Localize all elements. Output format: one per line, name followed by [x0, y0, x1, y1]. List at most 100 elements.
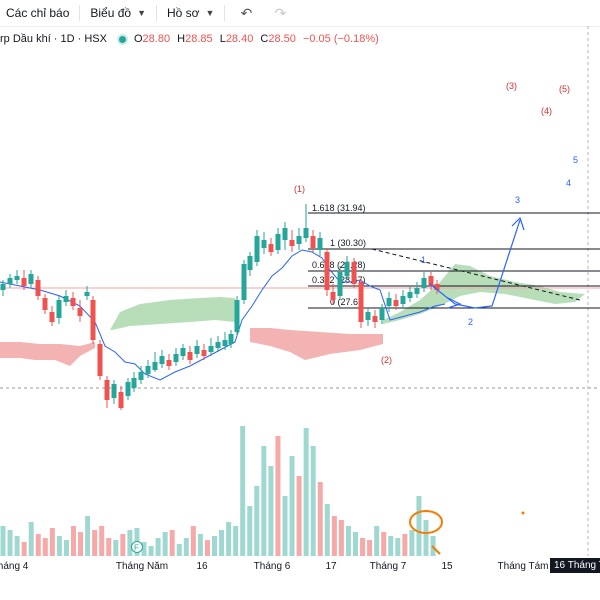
orange-dot — [521, 511, 525, 515]
candle-body — [303, 228, 309, 238]
volume-bar — [275, 436, 281, 556]
volume-bar — [338, 520, 344, 556]
candle-body — [194, 346, 200, 354]
candle-body — [261, 240, 267, 248]
candle-body — [282, 228, 288, 240]
chart-legend: rp Dầu khí · 1D · HSX O28.80 H28.85 L28.… — [0, 30, 383, 48]
candle-body — [289, 240, 295, 246]
fib-label-1: 1 (30.30) — [330, 238, 366, 248]
x-label: 17 — [325, 561, 337, 572]
time-axis[interactable]: Tháng 4 Tháng Năm 16 Tháng 6 17 Tháng 7 … — [0, 556, 600, 576]
profile-menu-button[interactable]: Hồ sơ ▼ — [161, 0, 220, 26]
forecast-path[interactable] — [429, 216, 525, 309]
chart-canvas[interactable]: 1.618 (31.94) 1 (30.30) 0.618 (29.28) 0.… — [0, 0, 600, 556]
candle-body — [344, 262, 350, 276]
charts-menu-button[interactable]: Biểu đồ ▼ — [84, 0, 152, 26]
volume-bar — [268, 466, 274, 556]
indicators-button[interactable]: Các chỉ báo — [0, 0, 75, 26]
indicators-label: Các chỉ báo — [6, 6, 70, 20]
volume-bar — [282, 496, 288, 556]
x-label: 16 — [196, 561, 208, 572]
candle-body — [180, 348, 186, 356]
candle-body — [428, 276, 434, 286]
volume-bar — [254, 486, 260, 556]
volume-bar — [127, 530, 133, 556]
volume-bar — [367, 540, 373, 556]
candle-body — [125, 382, 131, 396]
candle-body — [254, 236, 260, 262]
volume-bar — [85, 516, 91, 556]
candle-body — [222, 340, 228, 346]
volume-bar — [423, 520, 429, 556]
volume-highlight-circle[interactable] — [409, 510, 443, 534]
candle-body — [77, 308, 83, 316]
wave-red-3: (3) — [506, 81, 517, 91]
candle-body — [7, 278, 13, 284]
candle-body — [166, 360, 172, 366]
candle-body — [337, 272, 343, 296]
candle-body — [296, 236, 302, 244]
candle-body — [400, 296, 406, 304]
candle-body — [84, 292, 90, 296]
volume-bar — [35, 534, 41, 556]
volume-bar — [56, 536, 62, 556]
candle-body — [215, 342, 221, 348]
candle-body — [275, 234, 281, 250]
volume-bar — [0, 526, 6, 556]
candle-body — [21, 278, 27, 286]
volume-bar — [374, 526, 380, 556]
candle-body — [152, 362, 158, 370]
volume-bar — [169, 530, 175, 556]
volume-bar — [71, 526, 76, 556]
candle-body — [159, 356, 165, 364]
volume-bar — [190, 526, 196, 556]
wave-red-2: (2) — [381, 355, 392, 365]
high-value: 28.85 — [185, 33, 213, 45]
volume-bar — [42, 538, 48, 556]
chevron-down-icon: ▼ — [137, 8, 146, 18]
volume-bar — [7, 530, 13, 556]
cloud-green-mid — [110, 297, 236, 330]
candle-body — [372, 316, 378, 322]
candle-body — [228, 334, 234, 344]
volume-bar — [388, 536, 394, 556]
candle-body — [208, 346, 214, 352]
volume-bar — [92, 530, 98, 556]
candle-body — [104, 380, 110, 400]
toolbar-divider — [224, 5, 226, 21]
undo-button[interactable]: ↶ — [229, 0, 263, 26]
toolbar-divider — [156, 5, 157, 21]
redo-icon: ↷ — [274, 4, 287, 21]
volume-bar — [155, 538, 161, 556]
dividend-marker-icon[interactable] — [131, 541, 143, 553]
cloud-red-left — [0, 342, 95, 366]
candle-body — [111, 384, 117, 398]
x-label: Tháng 7 — [369, 561, 407, 572]
orange-arrow — [431, 545, 441, 555]
candle-body — [241, 264, 247, 300]
volume-bar — [78, 532, 84, 556]
candle-body — [49, 312, 55, 322]
volume-bar — [183, 538, 189, 556]
ohlc-values: O28.80 H28.85 L28.40 C28.50 −0.05 (−0.18… — [133, 33, 379, 45]
cloud-green-right — [383, 264, 585, 324]
candle-body — [0, 284, 6, 290]
market-status-icon — [118, 35, 126, 43]
candle-body — [351, 262, 357, 284]
top-toolbar: Các chỉ báo Biểu đồ ▼ Hồ sơ ▼ ↶ ↷ — [0, 0, 600, 27]
close-value: 28.50 — [268, 33, 296, 45]
volume-bar — [353, 532, 358, 556]
volume-bar — [106, 538, 112, 556]
volume-bar — [402, 534, 408, 556]
volume-bar — [197, 534, 203, 556]
profile-label: Hồ sơ — [167, 6, 200, 20]
redo-button[interactable]: ↷ — [263, 0, 297, 26]
volume-bar — [28, 522, 34, 556]
candle-body — [393, 300, 399, 306]
trend-line[interactable] — [371, 248, 581, 301]
candle-body — [317, 238, 323, 250]
chevron-down-icon: ▼ — [205, 8, 215, 18]
candle-body — [386, 298, 392, 306]
fib-label-0: 0 (27.6 — [330, 297, 358, 307]
wave-blue-3: 3 — [515, 195, 520, 205]
